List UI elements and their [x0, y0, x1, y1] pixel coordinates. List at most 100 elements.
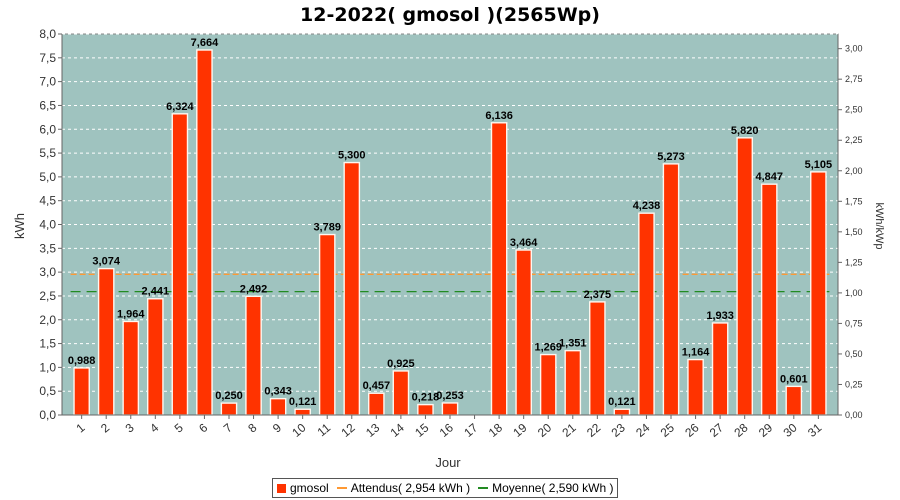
y-tick-label: 2,5 [39, 289, 56, 303]
y2-tick-label: 2,50 [845, 105, 863, 115]
y2-tick-label: 0,75 [845, 318, 863, 328]
bar [417, 403, 434, 416]
bar [392, 370, 410, 416]
bar [368, 392, 385, 416]
legend-item-gmosol: gmosol [277, 481, 329, 495]
bar [785, 385, 803, 416]
bar [539, 353, 557, 416]
y-tick-label: 8,0 [39, 27, 56, 41]
x-tick-label: 24 [633, 420, 652, 440]
x-axis: 1 2 3 4 5 6 7 8 9 10 11 12 13 14 15 16 17 18 19 20 21 22 23 24 2… [62, 414, 838, 440]
y2-tick-label: 0,50 [845, 349, 863, 359]
x-tick-label: 1 [73, 420, 87, 435]
bar [245, 295, 262, 416]
y-tick-label: 6,5 [39, 98, 56, 112]
bar-value-label: 3,074 [92, 256, 120, 268]
bar [343, 161, 361, 416]
bar [122, 320, 140, 416]
bar [662, 163, 680, 416]
bar-value-label: 0,343 [264, 386, 292, 398]
bar-value-label: 0,253 [436, 390, 464, 402]
y-tick-label: 0,0 [39, 408, 56, 422]
bar-value-label: 3,464 [510, 237, 538, 249]
bar-value-label: 1,933 [706, 310, 734, 322]
x-tick-label: 30 [780, 420, 799, 440]
y2-axis: 0,00 0,25 0,50 0,75 1,00 1,25 1,50 1,75 2,00 2,25… [837, 34, 863, 420]
y-tick-label: 7,5 [39, 51, 56, 65]
bar-value-label: 1,164 [682, 347, 710, 359]
bar-value-label: 0,601 [780, 373, 808, 385]
bar [564, 349, 582, 416]
legend-item-moyenne: Moyenne( 2,590 kWh ) [478, 481, 613, 495]
legend-swatch-attendus [336, 487, 347, 489]
x-tick-label: 9 [270, 420, 284, 435]
y-tick-label: 7,0 [39, 75, 56, 89]
bar-value-label: 5,300 [338, 150, 366, 162]
x-tick-label: 19 [510, 420, 529, 440]
y2-tick-label: 0,25 [845, 379, 863, 389]
x-tick-label: 22 [584, 420, 603, 440]
x-tick-label: 18 [486, 420, 505, 440]
bar-value-label: 2,441 [142, 286, 170, 298]
bar [73, 367, 90, 416]
bar [613, 408, 631, 416]
bar [441, 402, 459, 416]
y2-tick-label: 0,00 [845, 410, 863, 420]
bar [147, 298, 164, 416]
legend-swatch-moyenne [478, 487, 489, 489]
bar-value-label: 1,269 [534, 342, 562, 354]
y-tick-label: 3,0 [39, 265, 56, 279]
bar [515, 249, 532, 416]
y-tick-label: 6,0 [39, 122, 56, 136]
x-tick-label: 7 [221, 420, 235, 435]
x-tick-label: 26 [682, 420, 701, 440]
legend-label: Moyenne( 2,590 kWh ) [492, 481, 614, 495]
bar [490, 122, 508, 416]
x-tick-label: 4 [147, 420, 161, 435]
bar-value-label: 4,238 [633, 200, 661, 212]
bar-value-label: 1,351 [559, 338, 587, 350]
bar-value-label: 3,789 [313, 222, 341, 234]
bar-value-label: 5,820 [731, 125, 759, 137]
bar-value-label: 2,375 [584, 289, 612, 301]
bar-value-label: 0,457 [363, 380, 391, 392]
bar [589, 301, 606, 416]
bar [196, 49, 213, 416]
y-tick-label: 1,5 [39, 337, 56, 351]
x-tick-label: 8 [245, 420, 259, 435]
x-tick-label: 10 [289, 420, 308, 440]
y2-tick-label: 1,25 [845, 257, 863, 267]
x-tick-label: 25 [658, 420, 677, 440]
y-tick-label: 2,0 [39, 313, 56, 327]
bar-value-label: 4,847 [755, 171, 783, 183]
legend: gmosol Attendus( 2,954 kWh ) Moyenne( 2,… [272, 478, 619, 498]
legend-label: Attendus( 2,954 kWh ) [350, 481, 471, 495]
x-tick-label: 31 [805, 420, 824, 440]
x-tick-label: 16 [437, 420, 456, 440]
bar-value-label: 0,218 [412, 392, 440, 404]
bar [711, 322, 729, 416]
y-tick-label: 4,0 [39, 218, 56, 232]
y2-tick-label: 1,50 [845, 227, 863, 237]
y-tick-label: 4,5 [39, 194, 56, 208]
legend-item-attendus: Attendus( 2,954 kWh ) [336, 481, 471, 495]
y-tick-label: 1,0 [39, 360, 56, 374]
y-axis-label: kWh [12, 213, 27, 239]
bar-value-label: 5,273 [657, 151, 685, 163]
legend-label: gmosol [290, 481, 329, 495]
bar-value-label: 7,664 [191, 37, 219, 49]
bar-value-label: 0,121 [608, 396, 636, 408]
bar-value-label: 0,250 [215, 390, 243, 402]
y-tick-label: 5,0 [39, 170, 56, 184]
x-tick-label: 21 [559, 420, 578, 440]
x-tick-label: 17 [461, 420, 480, 440]
x-tick-label: 28 [731, 420, 750, 440]
y2-tick-label: 1,75 [845, 196, 863, 206]
x-tick-label: 2 [98, 420, 112, 435]
bar [97, 267, 115, 416]
chart-title: 12-2022( gmosol )(2565Wp) [300, 4, 600, 26]
y2-tick-label: 1,00 [845, 288, 863, 298]
x-tick-label: 6 [196, 420, 210, 435]
bars [73, 49, 827, 416]
